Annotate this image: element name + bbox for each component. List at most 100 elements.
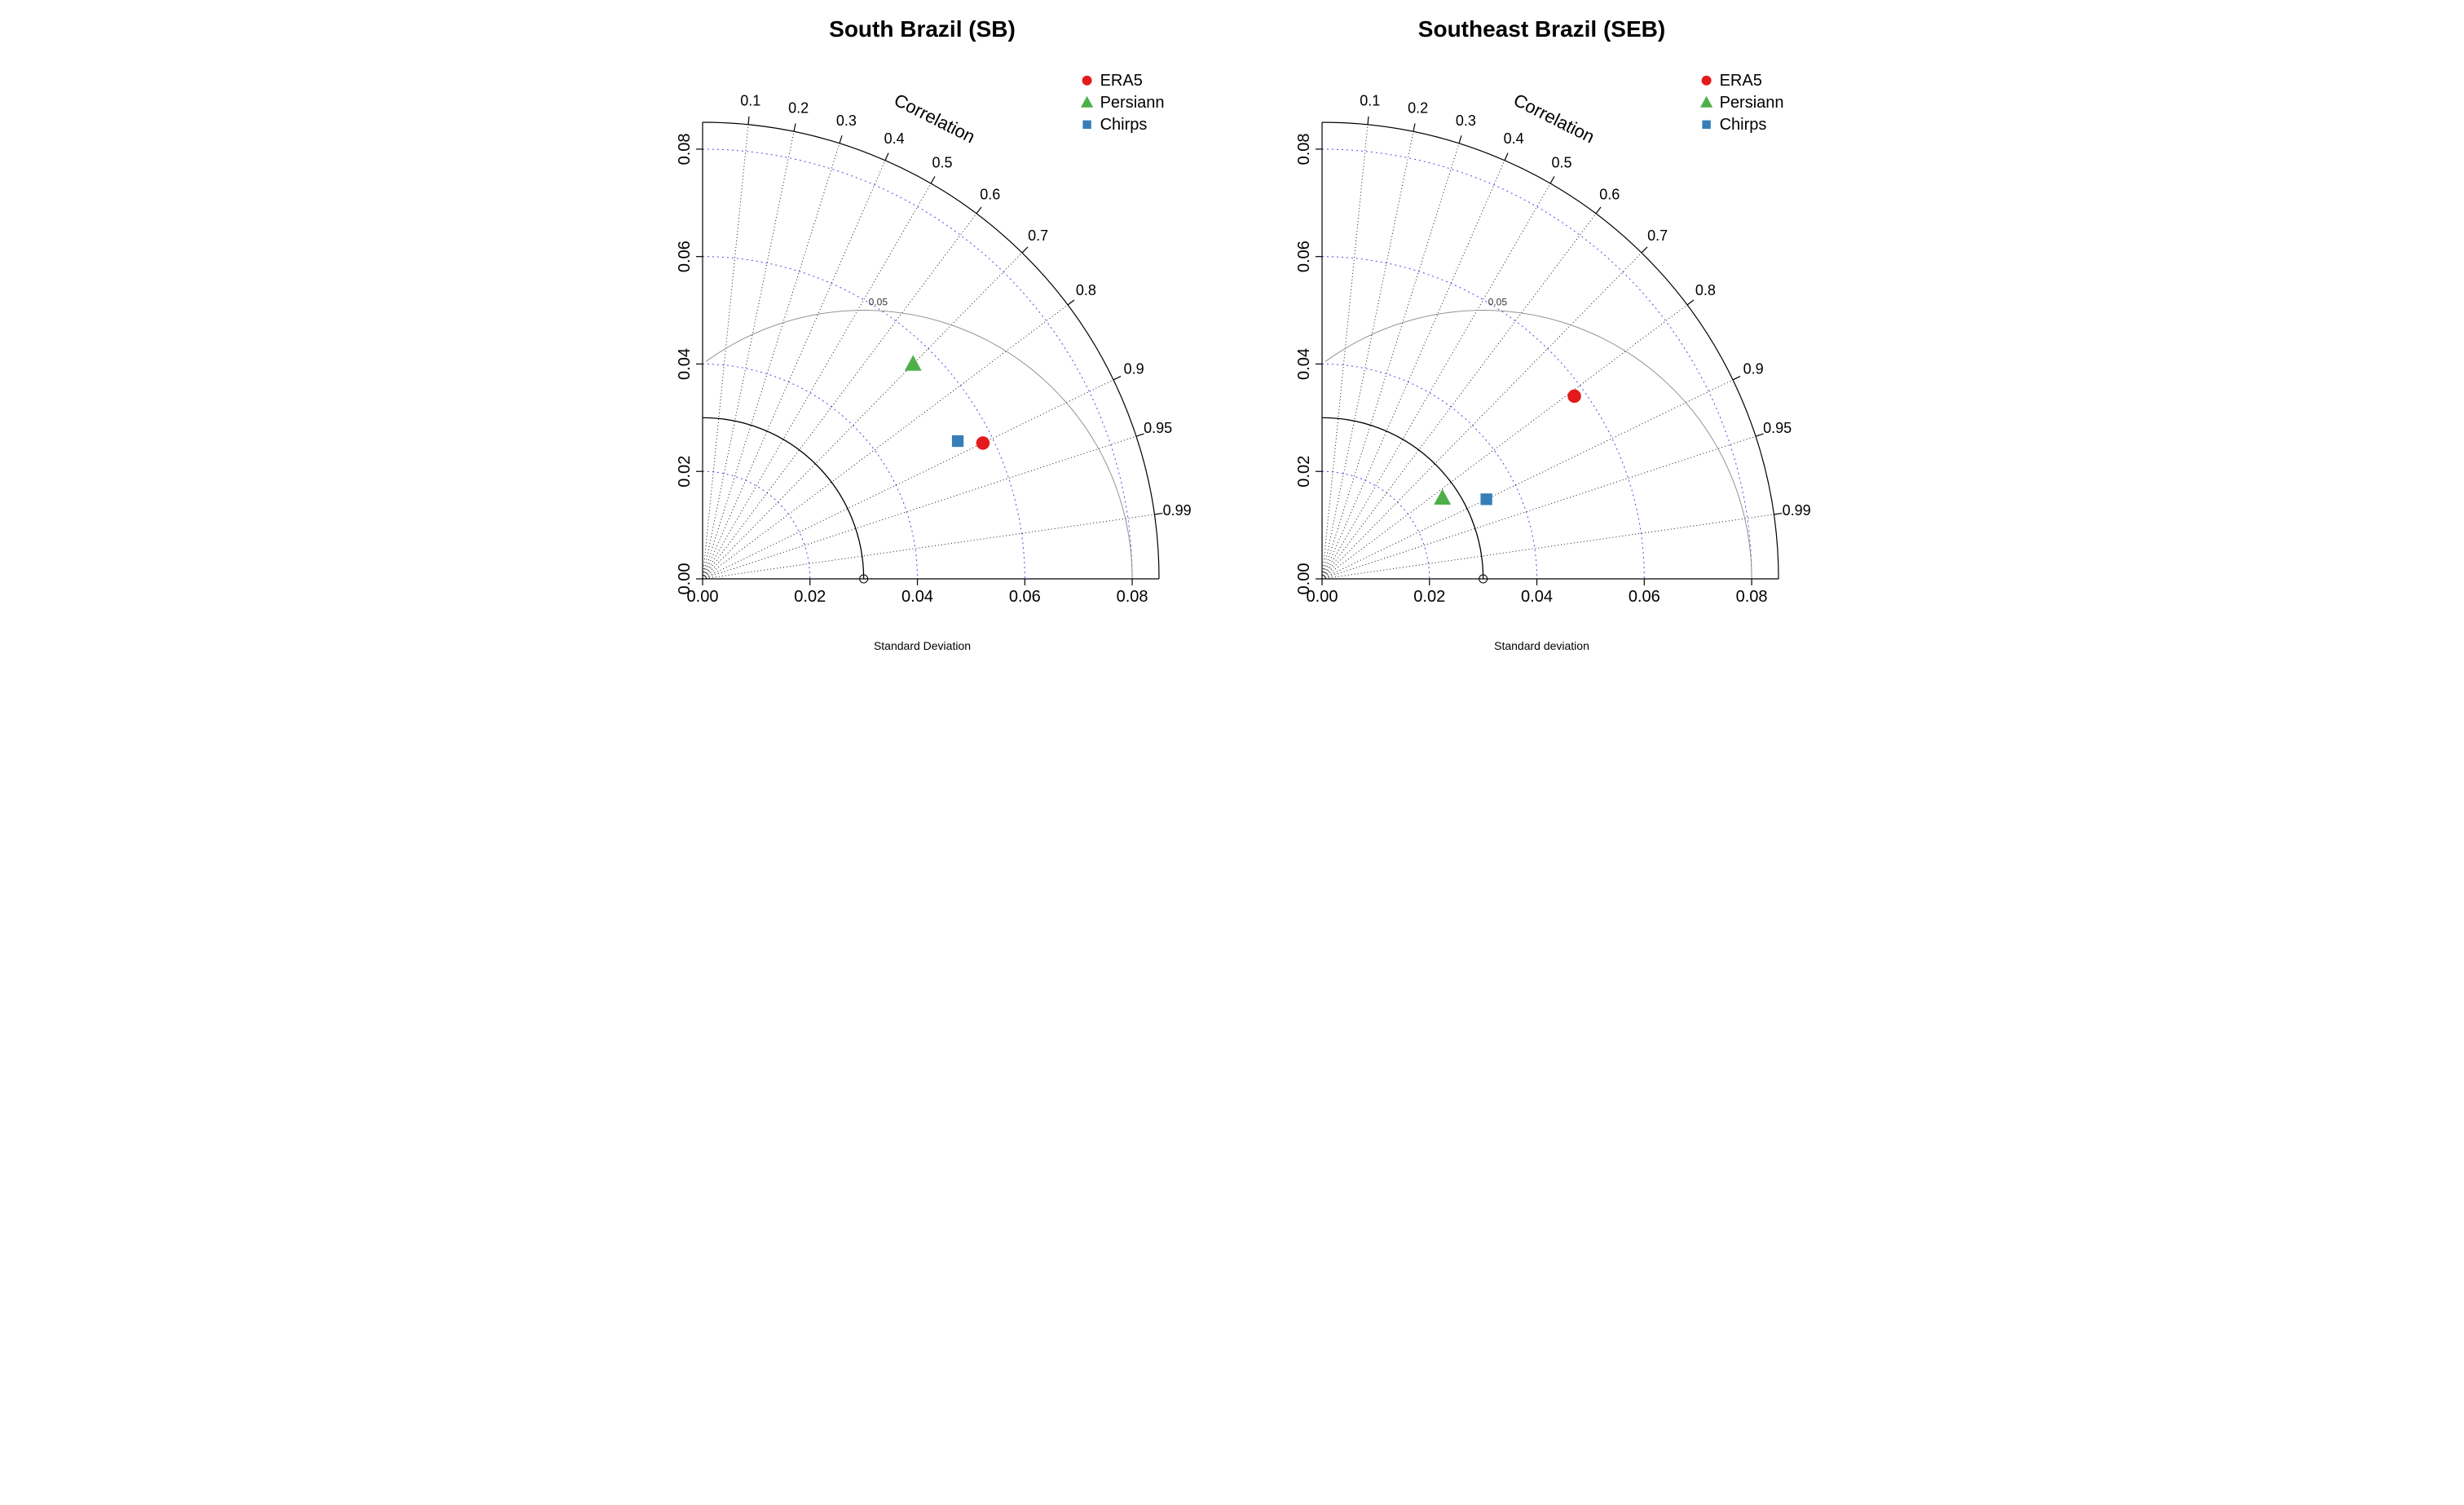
y-tick-label: 0.02 — [676, 456, 694, 488]
panel-title: South Brazil (SB) — [629, 16, 1216, 42]
y-tick-label: 0.04 — [676, 348, 694, 380]
legend-marker-era5 — [1701, 76, 1711, 86]
corr-tick — [1550, 176, 1554, 183]
legend-marker-chirps — [1702, 121, 1710, 129]
taylor-panel: Southeast Brazil (SEB)0.10.20.30.40.50.6… — [1249, 16, 1836, 652]
corr-tick-label: 0.3 — [835, 113, 856, 129]
corr-tick — [1136, 434, 1144, 436]
y-tick-label: 0.08 — [1295, 133, 1313, 165]
rms-arc — [1325, 311, 1752, 579]
corr-tick-label: 0.6 — [980, 186, 1000, 202]
sd-ref-arc — [703, 417, 864, 579]
sd-arc — [1322, 257, 1644, 579]
sd-arc — [1322, 471, 1430, 579]
corr-spoke — [1322, 131, 1413, 579]
corr-tick — [794, 124, 796, 132]
legend-label: ERA5 — [1100, 72, 1142, 90]
x-tick-label: 0.02 — [794, 588, 826, 606]
corr-spoke — [1322, 214, 1596, 579]
corr-spoke — [703, 131, 794, 579]
corr-tick — [1596, 207, 1601, 214]
sd-arc — [703, 471, 810, 579]
corr-tick-label: 0.95 — [1763, 420, 1792, 436]
legend-label: Chirps — [1100, 116, 1147, 134]
data-point-persiann — [1434, 489, 1451, 505]
corr-tick — [931, 176, 935, 183]
y-tick-label: 0.00 — [1295, 563, 1313, 595]
corr-tick — [885, 153, 888, 161]
y-tick-label: 0.04 — [1295, 348, 1313, 380]
x-tick-label: 0.04 — [1521, 588, 1553, 606]
y-tick-label: 0.02 — [1295, 456, 1313, 488]
corr-spoke — [703, 380, 1113, 579]
corr-spoke — [1322, 305, 1687, 579]
corr-tick-label: 0.95 — [1144, 420, 1172, 436]
corr-tick — [748, 117, 749, 125]
corr-tick — [1113, 377, 1121, 380]
corr-tick — [1756, 434, 1764, 436]
corr-tick-label: 0.2 — [1408, 100, 1428, 117]
legend-marker-era5 — [1082, 76, 1091, 86]
corr-tick — [1687, 300, 1694, 305]
x-tick-label: 0.08 — [1116, 588, 1148, 606]
x-tick-label: 0.06 — [1628, 588, 1660, 606]
corr-spoke — [703, 183, 931, 579]
data-point-era5 — [1567, 390, 1581, 404]
corr-tick-label: 0.1 — [1360, 93, 1380, 109]
corr-tick — [1022, 247, 1028, 253]
x-tick-label: 0.04 — [901, 588, 933, 606]
corr-spoke — [1322, 161, 1505, 579]
taylor-diagram-panels: South Brazil (SB) 0.1 0.2 0.3 0.4 0.5 0.6 0.7 0.… — [16, 16, 2448, 652]
data-point-chirps — [1480, 493, 1492, 505]
corr-spoke — [1322, 183, 1550, 579]
panel-title: Southeast Brazil (SEB) — [1249, 16, 1836, 42]
corr-tick-label: 0.5 — [932, 155, 952, 171]
data-point-chirps — [951, 435, 963, 447]
corr-tick-label: 0.8 — [1695, 282, 1715, 298]
corr-spoke — [703, 214, 976, 579]
sd-arc — [1322, 364, 1537, 579]
taylor-svg: 0.10.20.30.40.50.60.70.80.90.950.99Corre… — [1249, 49, 1836, 636]
corr-tick — [976, 207, 981, 214]
outer-arc — [1322, 122, 1779, 579]
corr-tick-label: 0.3 — [1455, 113, 1475, 129]
corr-tick — [1642, 247, 1647, 253]
taylor-svg: 0.10.20.30.40.50.60.70.80.90.950.99Corre… — [629, 49, 1216, 636]
corr-tick — [1733, 377, 1740, 380]
corr-spoke — [703, 125, 748, 579]
corr-tick-label: 0.9 — [1123, 360, 1144, 377]
x-axis-label: Standard Deviation — [629, 639, 1216, 652]
sd-arc — [703, 364, 918, 579]
corr-spoke — [703, 161, 885, 579]
corr-tick-label: 0.5 — [1551, 155, 1571, 171]
corr-tick — [1459, 135, 1461, 143]
corr-tick — [1368, 117, 1369, 125]
legend-marker-chirps — [1082, 121, 1091, 129]
corr-tick-label: 0.99 — [1782, 502, 1810, 519]
corr-tick — [840, 135, 842, 143]
x-tick-label: 0.08 — [1735, 588, 1767, 606]
legend-label: ERA5 — [1719, 72, 1761, 90]
rms-arc-label: 0.05 — [1488, 297, 1507, 308]
corr-spoke — [703, 143, 840, 579]
sd-arc — [1322, 149, 1752, 579]
legend-label: Chirps — [1719, 116, 1766, 134]
corr-tick-label: 0.8 — [1075, 282, 1095, 298]
corr-tick-label: 0.4 — [884, 130, 904, 147]
corr-spoke — [703, 514, 1154, 579]
corr-tick-label: 0.99 — [1162, 502, 1191, 519]
corr-spoke — [1322, 436, 1756, 579]
corr-spoke — [703, 305, 1068, 579]
corr-tick-label: 0.4 — [1503, 130, 1523, 147]
corr-spoke — [1322, 143, 1459, 579]
corr-tick-label: 0.7 — [1647, 227, 1668, 244]
rms-arc-label: 0.05 — [868, 297, 888, 308]
corr-tick-label: 0.9 — [1743, 360, 1763, 377]
rms-arc — [706, 311, 1132, 579]
legend-marker-persiann — [1081, 96, 1093, 108]
corr-tick-label: 0.1 — [740, 93, 760, 109]
x-tick-label: 0.06 — [1008, 588, 1040, 606]
legend-label: Persiann — [1719, 94, 1783, 112]
corr-tick — [1505, 153, 1508, 161]
corr-spoke — [703, 436, 1136, 579]
